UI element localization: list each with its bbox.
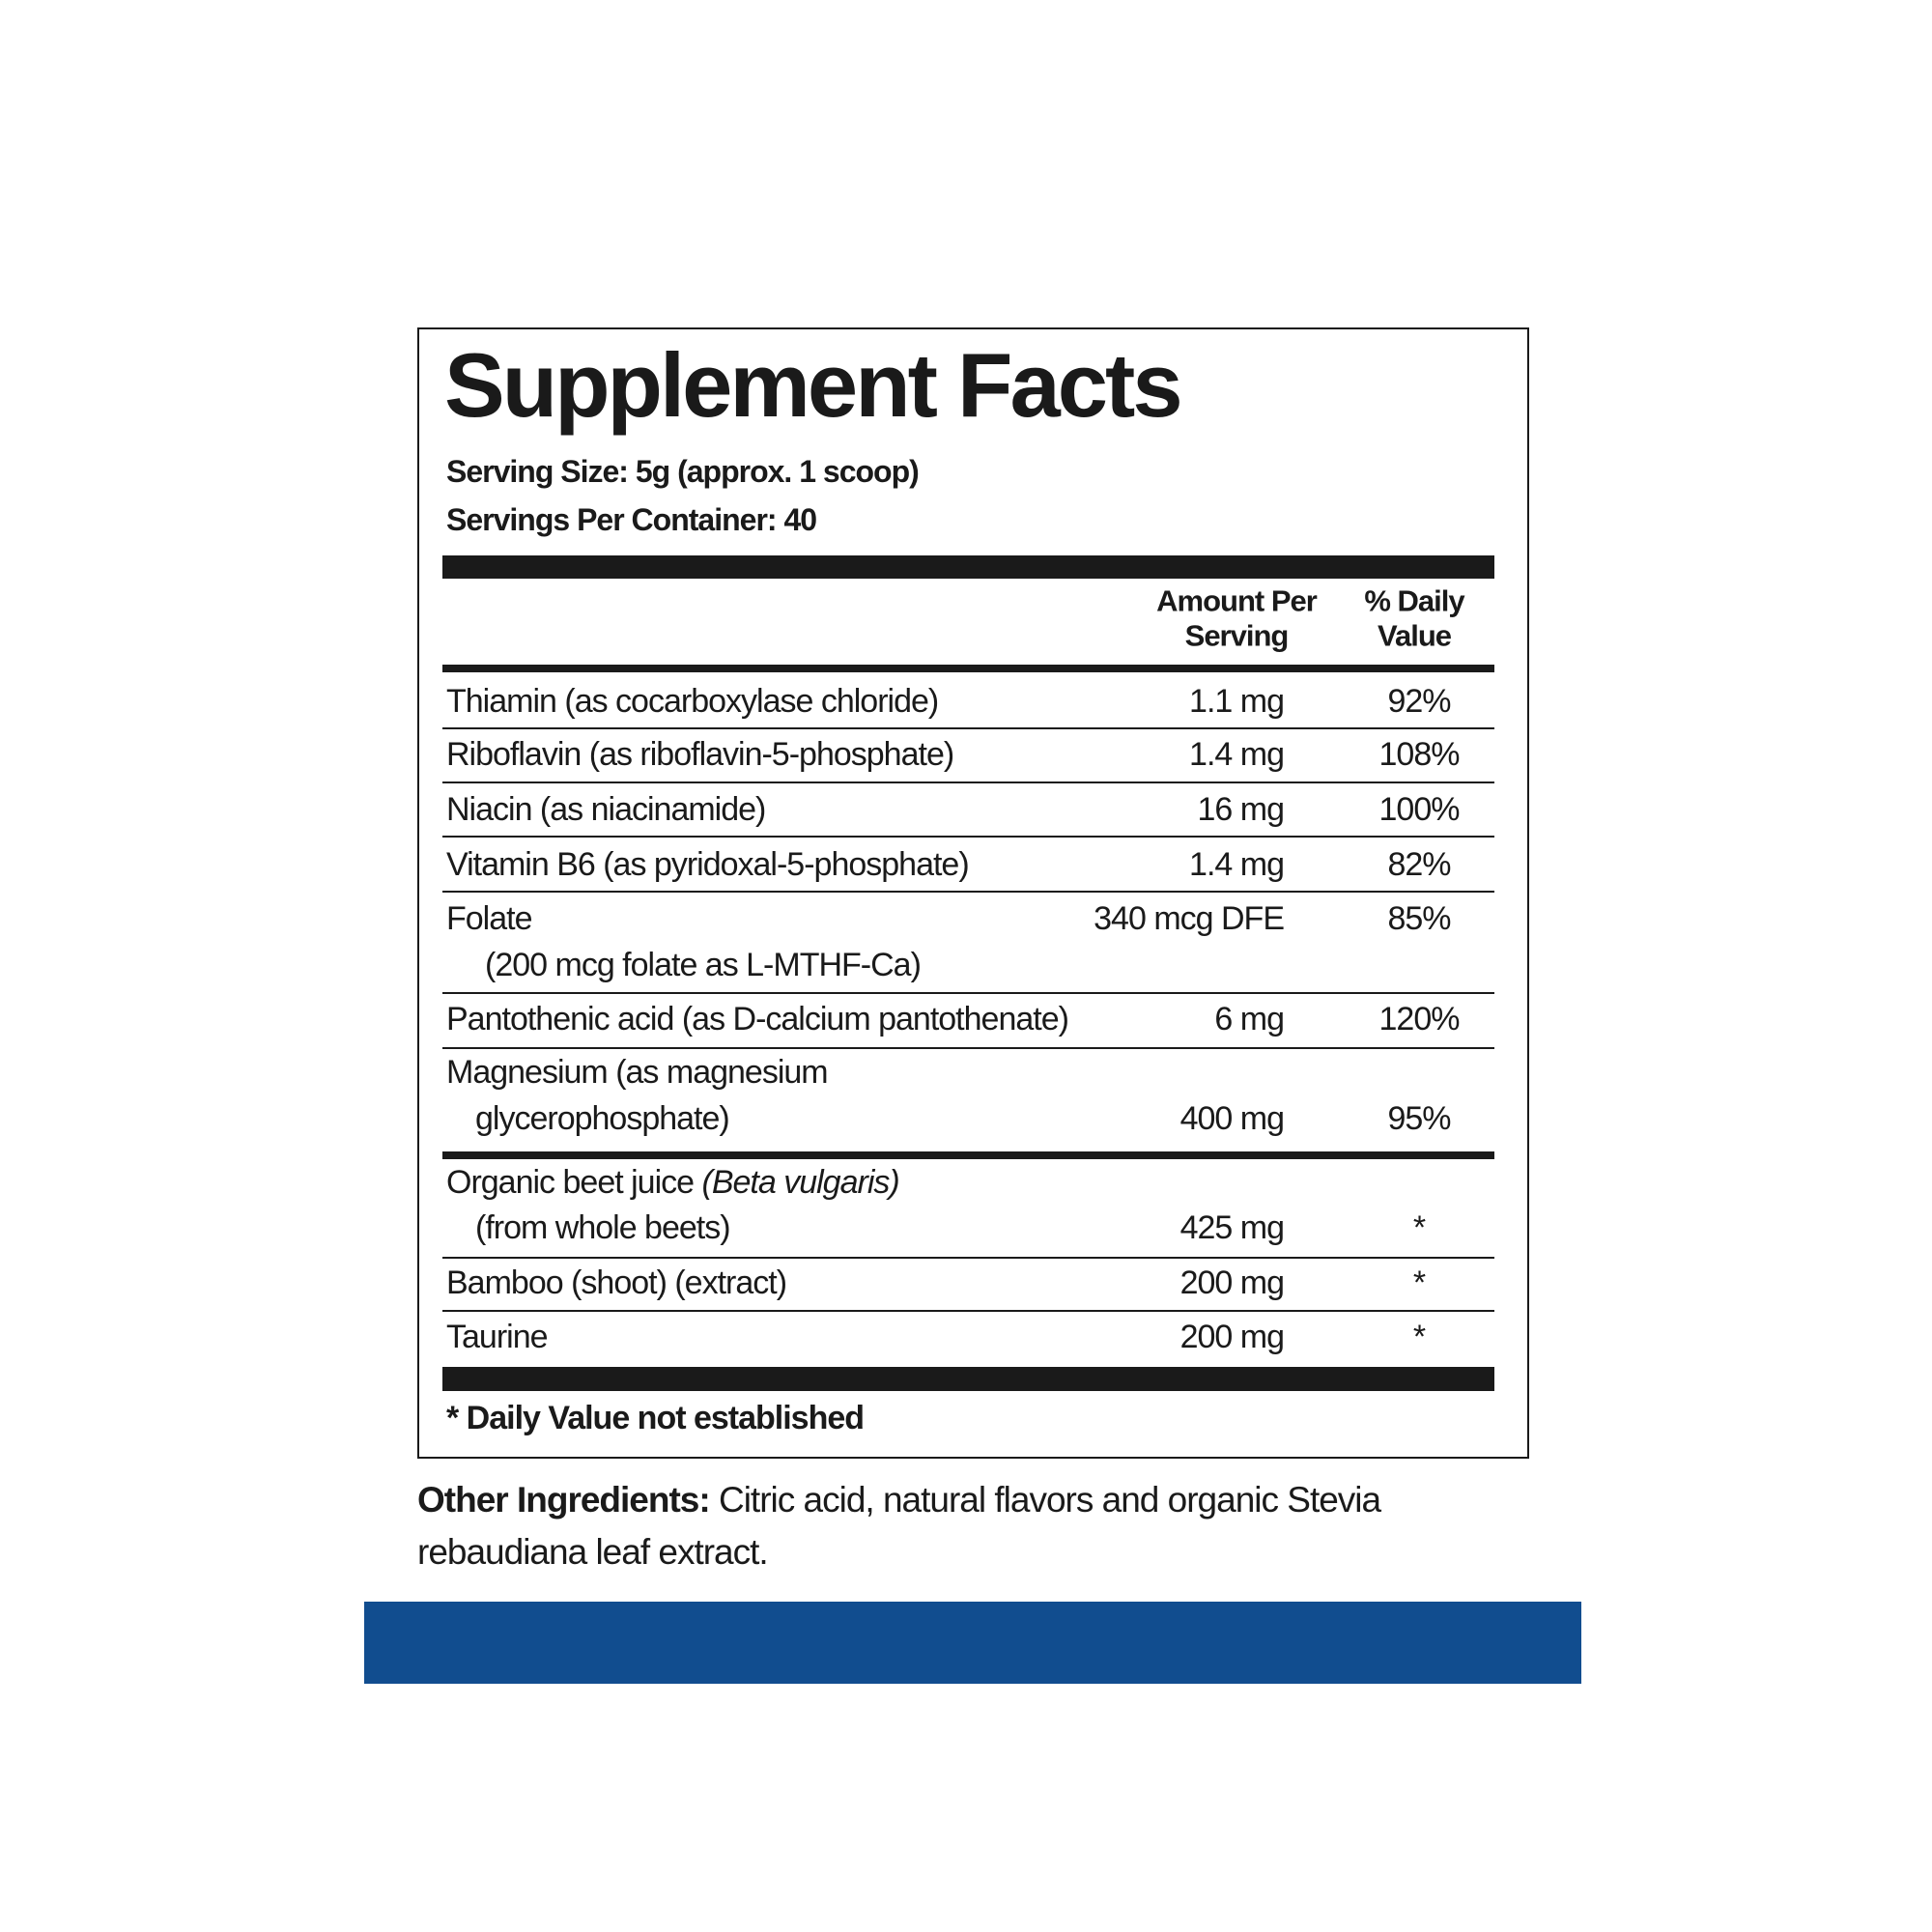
servings-per-container: Servings Per Container: 40: [446, 502, 817, 537]
thick-rule: [442, 555, 1494, 579]
row-name-text: Riboflavin (as riboflavin-5-phosphate): [446, 736, 954, 773]
row-daily-value: 85%: [1387, 900, 1451, 937]
row-amount: 425 mg: [1179, 1209, 1285, 1246]
row-name-line2: (from whole beets): [475, 1209, 731, 1246]
row-amount: 200 mg: [1179, 1264, 1285, 1301]
row-name: Bamboo (shoot) (extract): [446, 1264, 787, 1301]
row-daily-value: 95%: [1387, 1100, 1451, 1137]
row-name: Thiamin (as cocarboxylase chloride): [446, 683, 939, 720]
row-daily-value: 82%: [1387, 846, 1451, 883]
row-name-text: Vitamin B6 (as pyridoxal-5-phosphate): [446, 846, 970, 883]
row-name-text: Thiamin (as cocarboxylase chloride): [446, 683, 939, 720]
other-ingredients-text: Citric acid, natural flavors and organic…: [417, 1480, 1381, 1572]
row-rule: [442, 891, 1494, 893]
row-name: Niacin (as niacinamide): [446, 791, 766, 828]
row-name: Folate: [446, 902, 532, 935]
serving-size: Serving Size: 5g (approx. 1 scoop): [446, 454, 920, 489]
row-rule: [442, 1257, 1494, 1259]
row-name: Magnesium (as magnesium: [446, 1054, 829, 1091]
row-daily-value: *: [1412, 1264, 1426, 1301]
row-amount: 6 mg: [1214, 1001, 1285, 1037]
row-rule: [442, 1310, 1494, 1312]
row-name-text: Organic beet juice: [446, 1164, 695, 1201]
row-daily-value: 100%: [1378, 791, 1461, 828]
amount-header: Serving: [1184, 618, 1290, 653]
title: Supplement Facts: [444, 334, 1183, 436]
row-name-text: Pantothenic acid (as D-calcium pantothen…: [446, 1001, 1069, 1037]
row-name: Taurine: [446, 1319, 549, 1355]
row-amount: 1.4 mg: [1189, 736, 1285, 773]
dv-header: % Daily: [1364, 583, 1464, 618]
row-amount: 1.4 mg: [1189, 846, 1285, 883]
row-name-text: Magnesium (as magnesium: [446, 1054, 829, 1091]
row-name-italic: (Beta vulgaris): [701, 1164, 900, 1201]
row-name-line2: glycerophosphate): [475, 1100, 730, 1137]
row-rule: [442, 836, 1494, 838]
row-rule: [442, 992, 1494, 994]
footnote: * Daily Value not established: [446, 1400, 865, 1436]
row-rule: [442, 1151, 1494, 1159]
row-rule: [442, 727, 1494, 729]
row-daily-value: *: [1412, 1319, 1426, 1355]
thick-rule: [442, 1367, 1494, 1391]
row-daily-value: 120%: [1378, 1001, 1461, 1037]
row-name: Riboflavin (as riboflavin-5-phosphate): [446, 736, 954, 773]
facts-box: [417, 327, 1529, 1459]
row-name-text: Folate: [446, 900, 532, 937]
row-name-text: Taurine: [446, 1319, 549, 1355]
row-amount: 1.1 mg: [1189, 683, 1285, 720]
row-amount: 340 mcg DFE: [1094, 900, 1285, 937]
row-name-text: Niacin (as niacinamide): [446, 791, 766, 828]
row-name-line2: (200 mcg folate as L-MTHF-Ca): [485, 947, 922, 983]
row-name: Vitamin B6 (as pyridoxal-5-phosphate): [446, 846, 970, 883]
row-amount: 16 mg: [1197, 791, 1285, 828]
row-daily-value: 92%: [1387, 683, 1451, 720]
row-amount: 400 mg: [1179, 1100, 1285, 1137]
dv-header: Value: [1378, 618, 1452, 653]
row-rule: [442, 1047, 1494, 1049]
row-rule: [442, 781, 1494, 783]
row-amount: 200 mg: [1179, 1319, 1285, 1355]
row-name-text: Bamboo (shoot) (extract): [446, 1264, 787, 1301]
medium-rule: [442, 665, 1494, 672]
row-daily-value: 108%: [1378, 736, 1461, 773]
blue-band: [364, 1602, 1581, 1684]
other-ingredients: Other Ingredients: Citric acid, natural …: [417, 1474, 1499, 1578]
row-daily-value: *: [1412, 1209, 1426, 1246]
row-name: Organic beet juice (Beta vulgaris): [446, 1164, 900, 1201]
row-name: Pantothenic acid (as D-calcium pantothen…: [446, 1001, 1069, 1037]
amount-header: Amount Per: [1156, 583, 1318, 618]
other-ingredients-label: Other Ingredients:: [417, 1480, 711, 1520]
